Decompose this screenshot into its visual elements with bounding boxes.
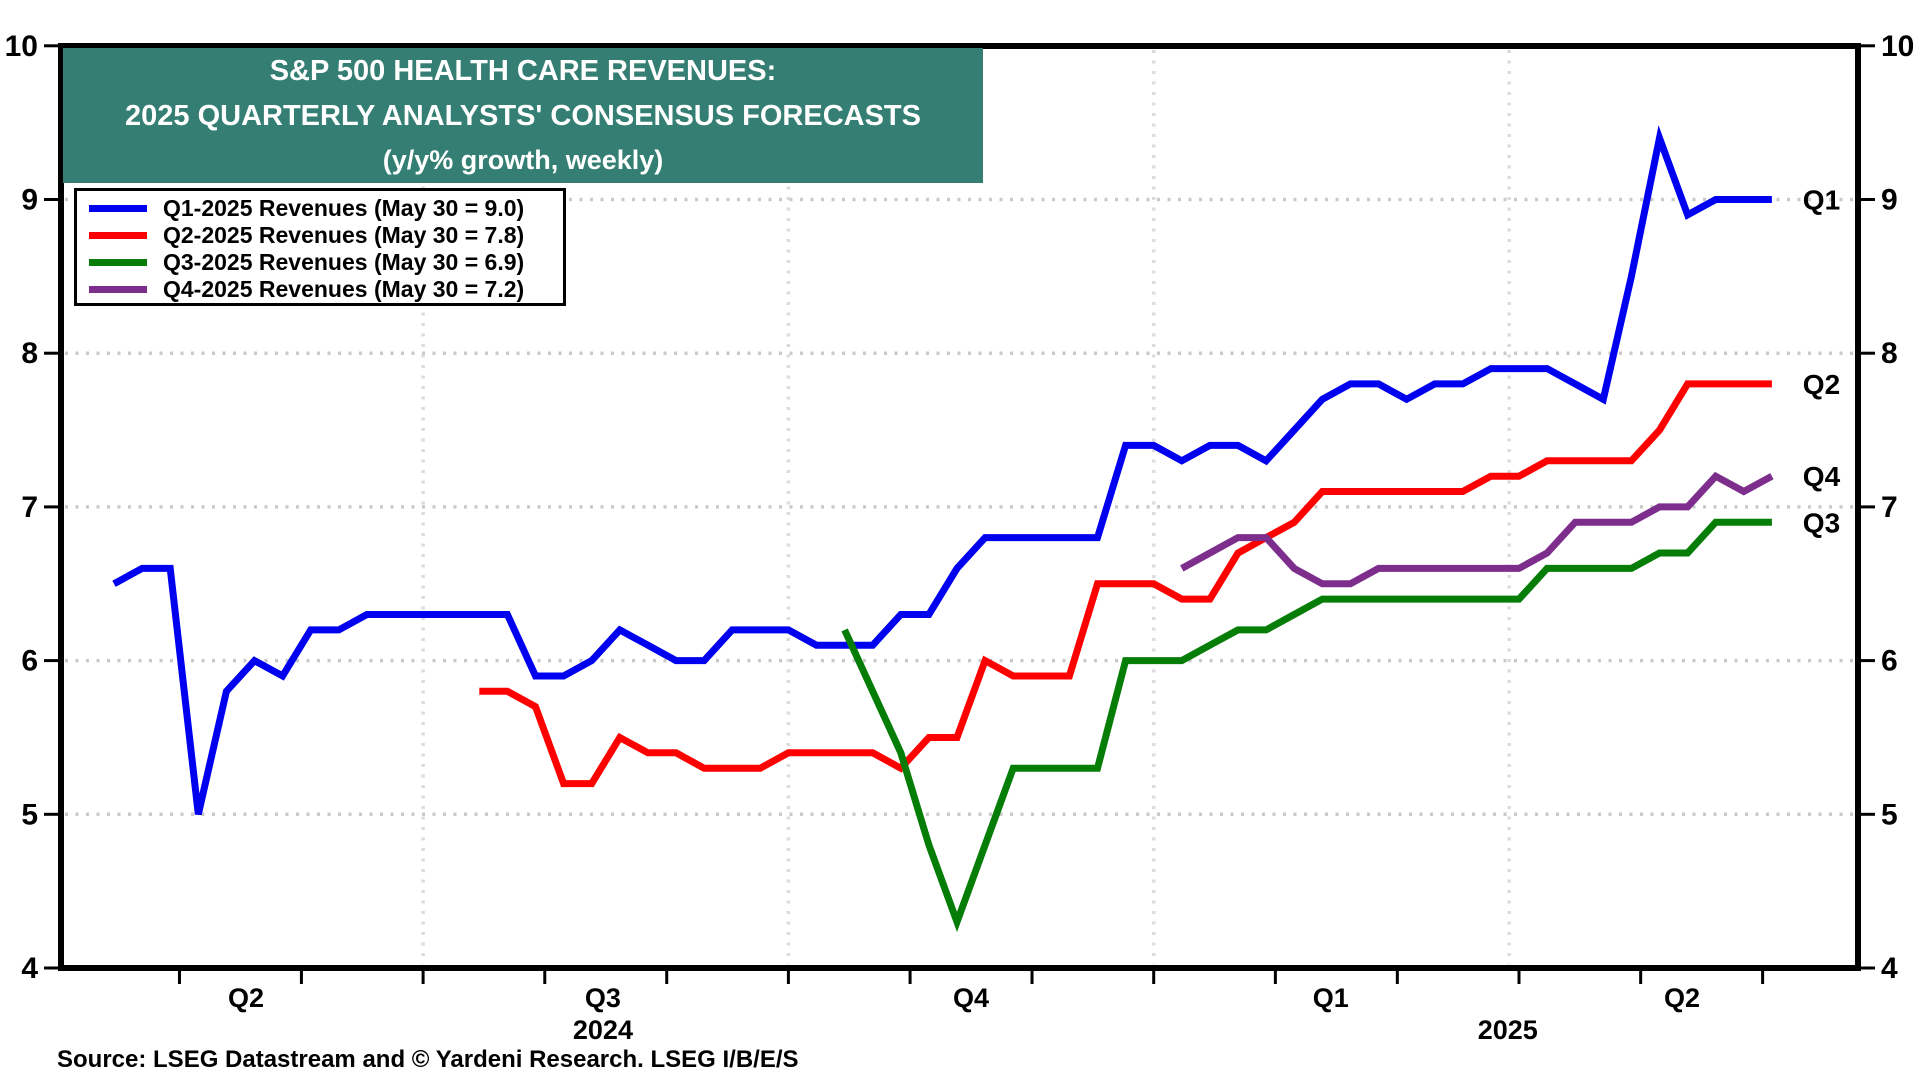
series-line-q2	[479, 380, 1772, 788]
y-axis-label-left-4: 4	[21, 952, 38, 985]
y-axis-label-right-9: 9	[1881, 184, 1898, 217]
y-axis-label-left-7: 7	[21, 491, 38, 524]
legend-swatch-q4	[89, 286, 147, 293]
y-axis-label-right-8: 8	[1881, 337, 1898, 370]
series-end-label-q1: Q1	[1803, 185, 1840, 216]
legend-item-q3: Q3-2025 Revenues (May 30 = 6.9)	[89, 249, 563, 276]
series-line-q4	[1180, 471, 1774, 588]
chart-title-line1: S&P 500 HEALTH CARE REVENUES:	[269, 55, 777, 87]
chart-title: S&P 500 HEALTH CARE REVENUES: 2025 QUART…	[63, 48, 983, 183]
series-line-q3	[841, 518, 1772, 933]
legend-swatch-q3	[89, 259, 147, 266]
y-axis-label-left-8: 8	[21, 337, 38, 370]
plot-frame	[58, 43, 1861, 971]
series-end-label-q4: Q4	[1803, 461, 1841, 492]
y-axis-label-right-6: 6	[1881, 645, 1898, 678]
y-axis-label-left-5: 5	[21, 798, 38, 831]
x-axis-quarter-label-1: Q3	[585, 983, 621, 1013]
legend-label-q3: Q3-2025 Revenues (May 30 = 6.9)	[163, 249, 525, 275]
y-axis-label-right-4: 4	[1881, 952, 1898, 985]
x-axis-quarter-label-3: Q1	[1313, 983, 1349, 1013]
series-line-q1	[112, 125, 1772, 816]
x-axis-quarter-label-4: Q2	[1664, 983, 1700, 1013]
legend-item-q1: Q1-2025 Revenues (May 30 = 9.0)	[89, 195, 563, 222]
y-axis-label-left-10: 10	[5, 30, 38, 63]
y-axis-label-right-7: 7	[1881, 491, 1898, 524]
legend-label-q1: Q1-2025 Revenues (May 30 = 9.0)	[163, 195, 525, 221]
legend-item-q2: Q2-2025 Revenues (May 30 = 7.8)	[89, 222, 563, 249]
legend: Q1-2025 Revenues (May 30 = 9.0) Q2-2025 R…	[74, 188, 566, 306]
x-axis-quarter-label-0: Q2	[228, 983, 264, 1013]
y-axis-label-right-10: 10	[1881, 30, 1914, 63]
legend-label-q2: Q2-2025 Revenues (May 30 = 7.8)	[163, 222, 525, 248]
chart-title-line3: (y/y% growth, weekly)	[382, 145, 664, 175]
source-note: Source: LSEG Datastream and © Yardeni Re…	[57, 1046, 799, 1073]
chart-title-line2: 2025 QUARTERLY ANALYSTS' CONSENSUS FOREC…	[125, 100, 921, 132]
legend-label-q4: Q4-2025 Revenues (May 30 = 7.2)	[163, 276, 525, 302]
x-axis-year-label-0: 2024	[573, 1015, 633, 1045]
x-axis-year-label-1: 2025	[1478, 1015, 1538, 1045]
legend-swatch-q2	[89, 232, 147, 239]
legend-item-q4: Q4-2025 Revenues (May 30 = 7.2)	[89, 276, 563, 303]
legend-swatch-q1	[89, 205, 147, 212]
x-axis-quarter-label-2: Q4	[953, 983, 989, 1013]
y-axis-label-left-6: 6	[21, 645, 38, 678]
y-axis-label-left-9: 9	[21, 184, 38, 217]
series-end-label-q3: Q3	[1803, 507, 1840, 538]
series-end-label-q2: Q2	[1803, 369, 1840, 400]
y-axis-label-right-5: 5	[1881, 798, 1898, 831]
